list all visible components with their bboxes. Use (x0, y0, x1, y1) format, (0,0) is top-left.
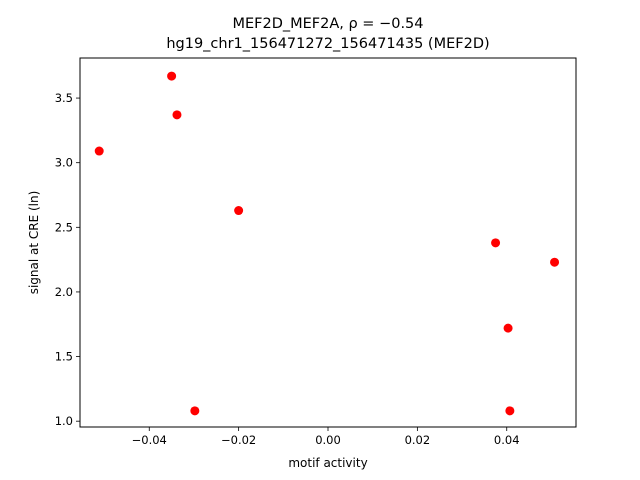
y-tick-label: 3.0 (55, 156, 73, 170)
x-tick-label: 0.02 (405, 433, 431, 447)
x-tick-label: −0.04 (132, 433, 167, 447)
data-points (94, 71, 560, 416)
plot-frame (79, 57, 577, 428)
data-point (550, 257, 560, 267)
y-axis-ticks: 1.0 1.5 2.0 2.5 3.0 3.5 (55, 91, 80, 428)
data-point (234, 206, 244, 216)
chart-title-line-2: hg19_chr1_156471272_156471435 (MEF2D) (166, 36, 489, 52)
y-axis-label: signal at CRE (ln) (27, 191, 41, 295)
y-tick-label: 2.0 (55, 285, 73, 299)
data-point (190, 406, 200, 416)
y-tick-label: 1.0 (55, 414, 73, 428)
chart-title-line-1: MEF2D_MEF2A, ρ = −0.54 (232, 16, 423, 32)
data-point (491, 238, 501, 248)
data-point (503, 323, 513, 333)
data-point (505, 406, 515, 416)
x-axis-ticks: −0.04 −0.02 0.00 0.02 0.04 (132, 427, 520, 447)
y-tick-label: 2.5 (55, 220, 73, 234)
x-tick-label: 0.00 (315, 433, 341, 447)
data-point (94, 146, 104, 156)
data-point (172, 110, 182, 120)
data-point (167, 71, 177, 81)
x-axis-label: motif activity (288, 456, 367, 470)
x-tick-label: −0.02 (221, 433, 256, 447)
y-tick-label: 1.5 (55, 350, 73, 364)
x-tick-label: 0.04 (494, 433, 520, 447)
y-tick-label: 3.5 (55, 91, 73, 105)
